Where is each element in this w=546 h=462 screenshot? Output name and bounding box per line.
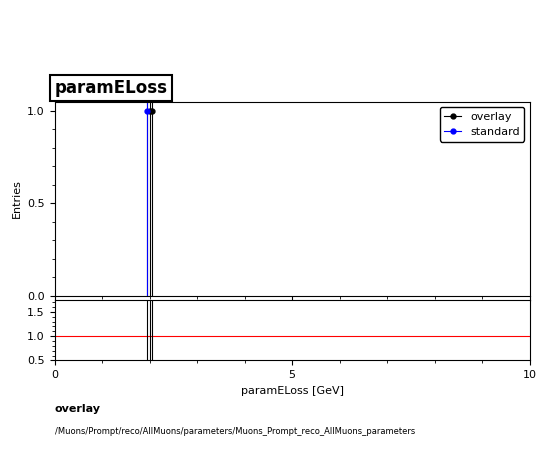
Text: overlay: overlay <box>55 404 100 414</box>
Text: /Muons/Prompt/reco/AllMuons/parameters/Muons_Prompt_reco_AllMuons_parameters: /Muons/Prompt/reco/AllMuons/parameters/M… <box>55 427 415 436</box>
X-axis label: paramELoss [GeV]: paramELoss [GeV] <box>241 386 343 395</box>
Text: paramELoss: paramELoss <box>55 79 168 97</box>
Legend: overlay, standard: overlay, standard <box>440 107 524 142</box>
Y-axis label: Entries: Entries <box>11 179 22 218</box>
